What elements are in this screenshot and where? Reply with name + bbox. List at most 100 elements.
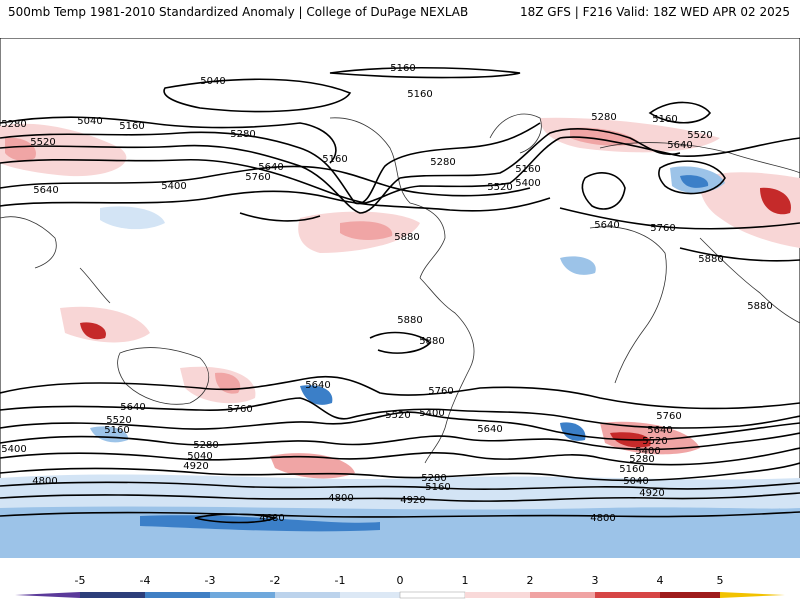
colorbar-swatch — [660, 592, 720, 598]
colorbar-swatch — [720, 592, 785, 598]
model-run-info: 18Z GFS | F216 Valid: 18Z WED APR 02 202… — [519, 5, 790, 19]
map-frame — [0, 38, 800, 558]
warm-area-south-indian — [600, 421, 700, 455]
colorbar-swatch — [595, 592, 660, 598]
contour-4920-s — [0, 492, 800, 502]
contour-label: 4920 — [400, 495, 425, 506]
colorbar-tick: -5 — [74, 574, 86, 587]
warm-area-nw — [0, 123, 127, 177]
contour-5880-atlantic — [369, 331, 432, 354]
contour-label: 5760 — [428, 386, 453, 397]
contour-label: 5760 — [656, 411, 681, 422]
contour-5520 — [0, 137, 561, 204]
contour-5280 — [0, 122, 541, 205]
contour-label: 5160 — [407, 89, 432, 100]
contour-label: 4680 — [259, 513, 284, 524]
contour-5280-s — [0, 447, 800, 466]
contour-5880-asia — [679, 247, 800, 262]
coast-africa — [589, 226, 667, 384]
warm-core-n — [570, 127, 640, 146]
colorbar-tick: 2 — [526, 574, 534, 587]
map-title: 500mb Temp 1981-2010 Standardized Anomal… — [8, 5, 469, 19]
contour-label: 5400 — [161, 181, 186, 192]
warm-core-atlantic — [340, 221, 393, 240]
colorbar-swatch — [275, 592, 340, 598]
colorbar-swatch — [145, 592, 210, 598]
contour-label: 5280 — [591, 112, 616, 123]
warm-core-asia — [760, 187, 791, 215]
contour-5400-s — [0, 432, 800, 451]
contour-label: 5160 — [390, 63, 415, 74]
contour-label: 5520 — [385, 410, 410, 421]
contour-label: 5040 — [200, 76, 225, 87]
contour-label: 5400 — [635, 446, 660, 457]
contour-4800-s — [0, 511, 800, 518]
contour-label: 5400 — [419, 408, 444, 419]
cold-area-nw-pacific — [100, 206, 165, 230]
coast-north-america — [329, 117, 446, 279]
contour-label: 4800 — [590, 513, 615, 524]
colorbar-swatch — [15, 592, 80, 598]
contour-label: 5880 — [419, 336, 444, 347]
cold-area-atlantic — [560, 256, 596, 275]
contour-label: 5160 — [119, 121, 144, 132]
contour-4680-s — [194, 513, 278, 524]
colorbar-swatch — [399, 591, 466, 599]
colorbar-swatch — [465, 592, 530, 598]
contour-label: 5640 — [305, 380, 330, 391]
contour-label: 5160 — [104, 425, 129, 436]
contour-label: 5880 — [747, 301, 772, 312]
contour-5160-ne — [648, 101, 712, 124]
contour-label: 5400 — [1, 444, 26, 455]
contour-label: 5040 — [187, 451, 212, 462]
contour-label: 5520 — [642, 436, 667, 447]
coast-maritime-asia — [79, 267, 111, 304]
height-contours — [0, 66, 800, 524]
contour-label: 5640 — [667, 140, 692, 151]
warm-area-australia — [180, 366, 256, 404]
contour-5880-pacific — [239, 212, 321, 222]
coast-south-asia — [699, 237, 800, 324]
contour-label: 4920 — [183, 461, 208, 472]
contour-5400 — [0, 128, 681, 214]
contour-label: 5880 — [394, 232, 419, 243]
cold-core-europe — [680, 175, 709, 188]
contour-5760-e — [559, 207, 800, 230]
contour-label: 5880 — [698, 254, 723, 265]
colorbar-swatch — [340, 592, 400, 598]
colorbar-tick: -4 — [139, 574, 151, 587]
warm-area-south-pacific — [270, 453, 355, 479]
contour-label: 5640 — [594, 220, 619, 231]
colorbar-tick: 1 — [461, 574, 469, 587]
contour-5160-pole — [329, 66, 521, 79]
anomaly-map: 5040 5160 5160 5280 5040 5160 5280 5520 … — [0, 38, 800, 558]
contour-label: 5160 — [322, 154, 347, 165]
colorbar-swatch — [210, 592, 275, 598]
contour-label: 5400 — [515, 178, 540, 189]
colorbar-tick: 5 — [716, 574, 724, 587]
colorbar-tick: -1 — [334, 574, 346, 587]
contour-5040-n — [163, 78, 352, 113]
warm-area-pacific-w — [60, 306, 150, 343]
contour-label: 5880 — [397, 315, 422, 326]
cold-band-south-strong — [0, 506, 800, 558]
contour-label: 5760 — [245, 172, 270, 183]
contour-label: 5160 — [619, 464, 644, 475]
cold-core-south-pacific — [300, 385, 333, 405]
contour-5640-closed — [581, 172, 626, 210]
contour-5640-s — [0, 397, 800, 429]
contour-5760-s — [0, 375, 800, 410]
warm-core-pacific-w — [80, 322, 106, 340]
contour-label: 5640 — [33, 185, 58, 196]
colorbar-swatches — [15, 591, 785, 599]
contour-5160 — [0, 116, 337, 164]
contour-label: 5160 — [425, 482, 450, 493]
contour-label: 5640 — [477, 424, 502, 435]
contour-5520-europe — [658, 160, 726, 195]
contour-label: 4920 — [639, 488, 664, 499]
warm-core-nw — [5, 137, 36, 161]
contour-label: 5160 — [652, 114, 677, 125]
contour-label: 5640 — [647, 425, 672, 436]
contour-5400-ne — [559, 136, 800, 157]
contour-5160-s — [0, 462, 800, 482]
